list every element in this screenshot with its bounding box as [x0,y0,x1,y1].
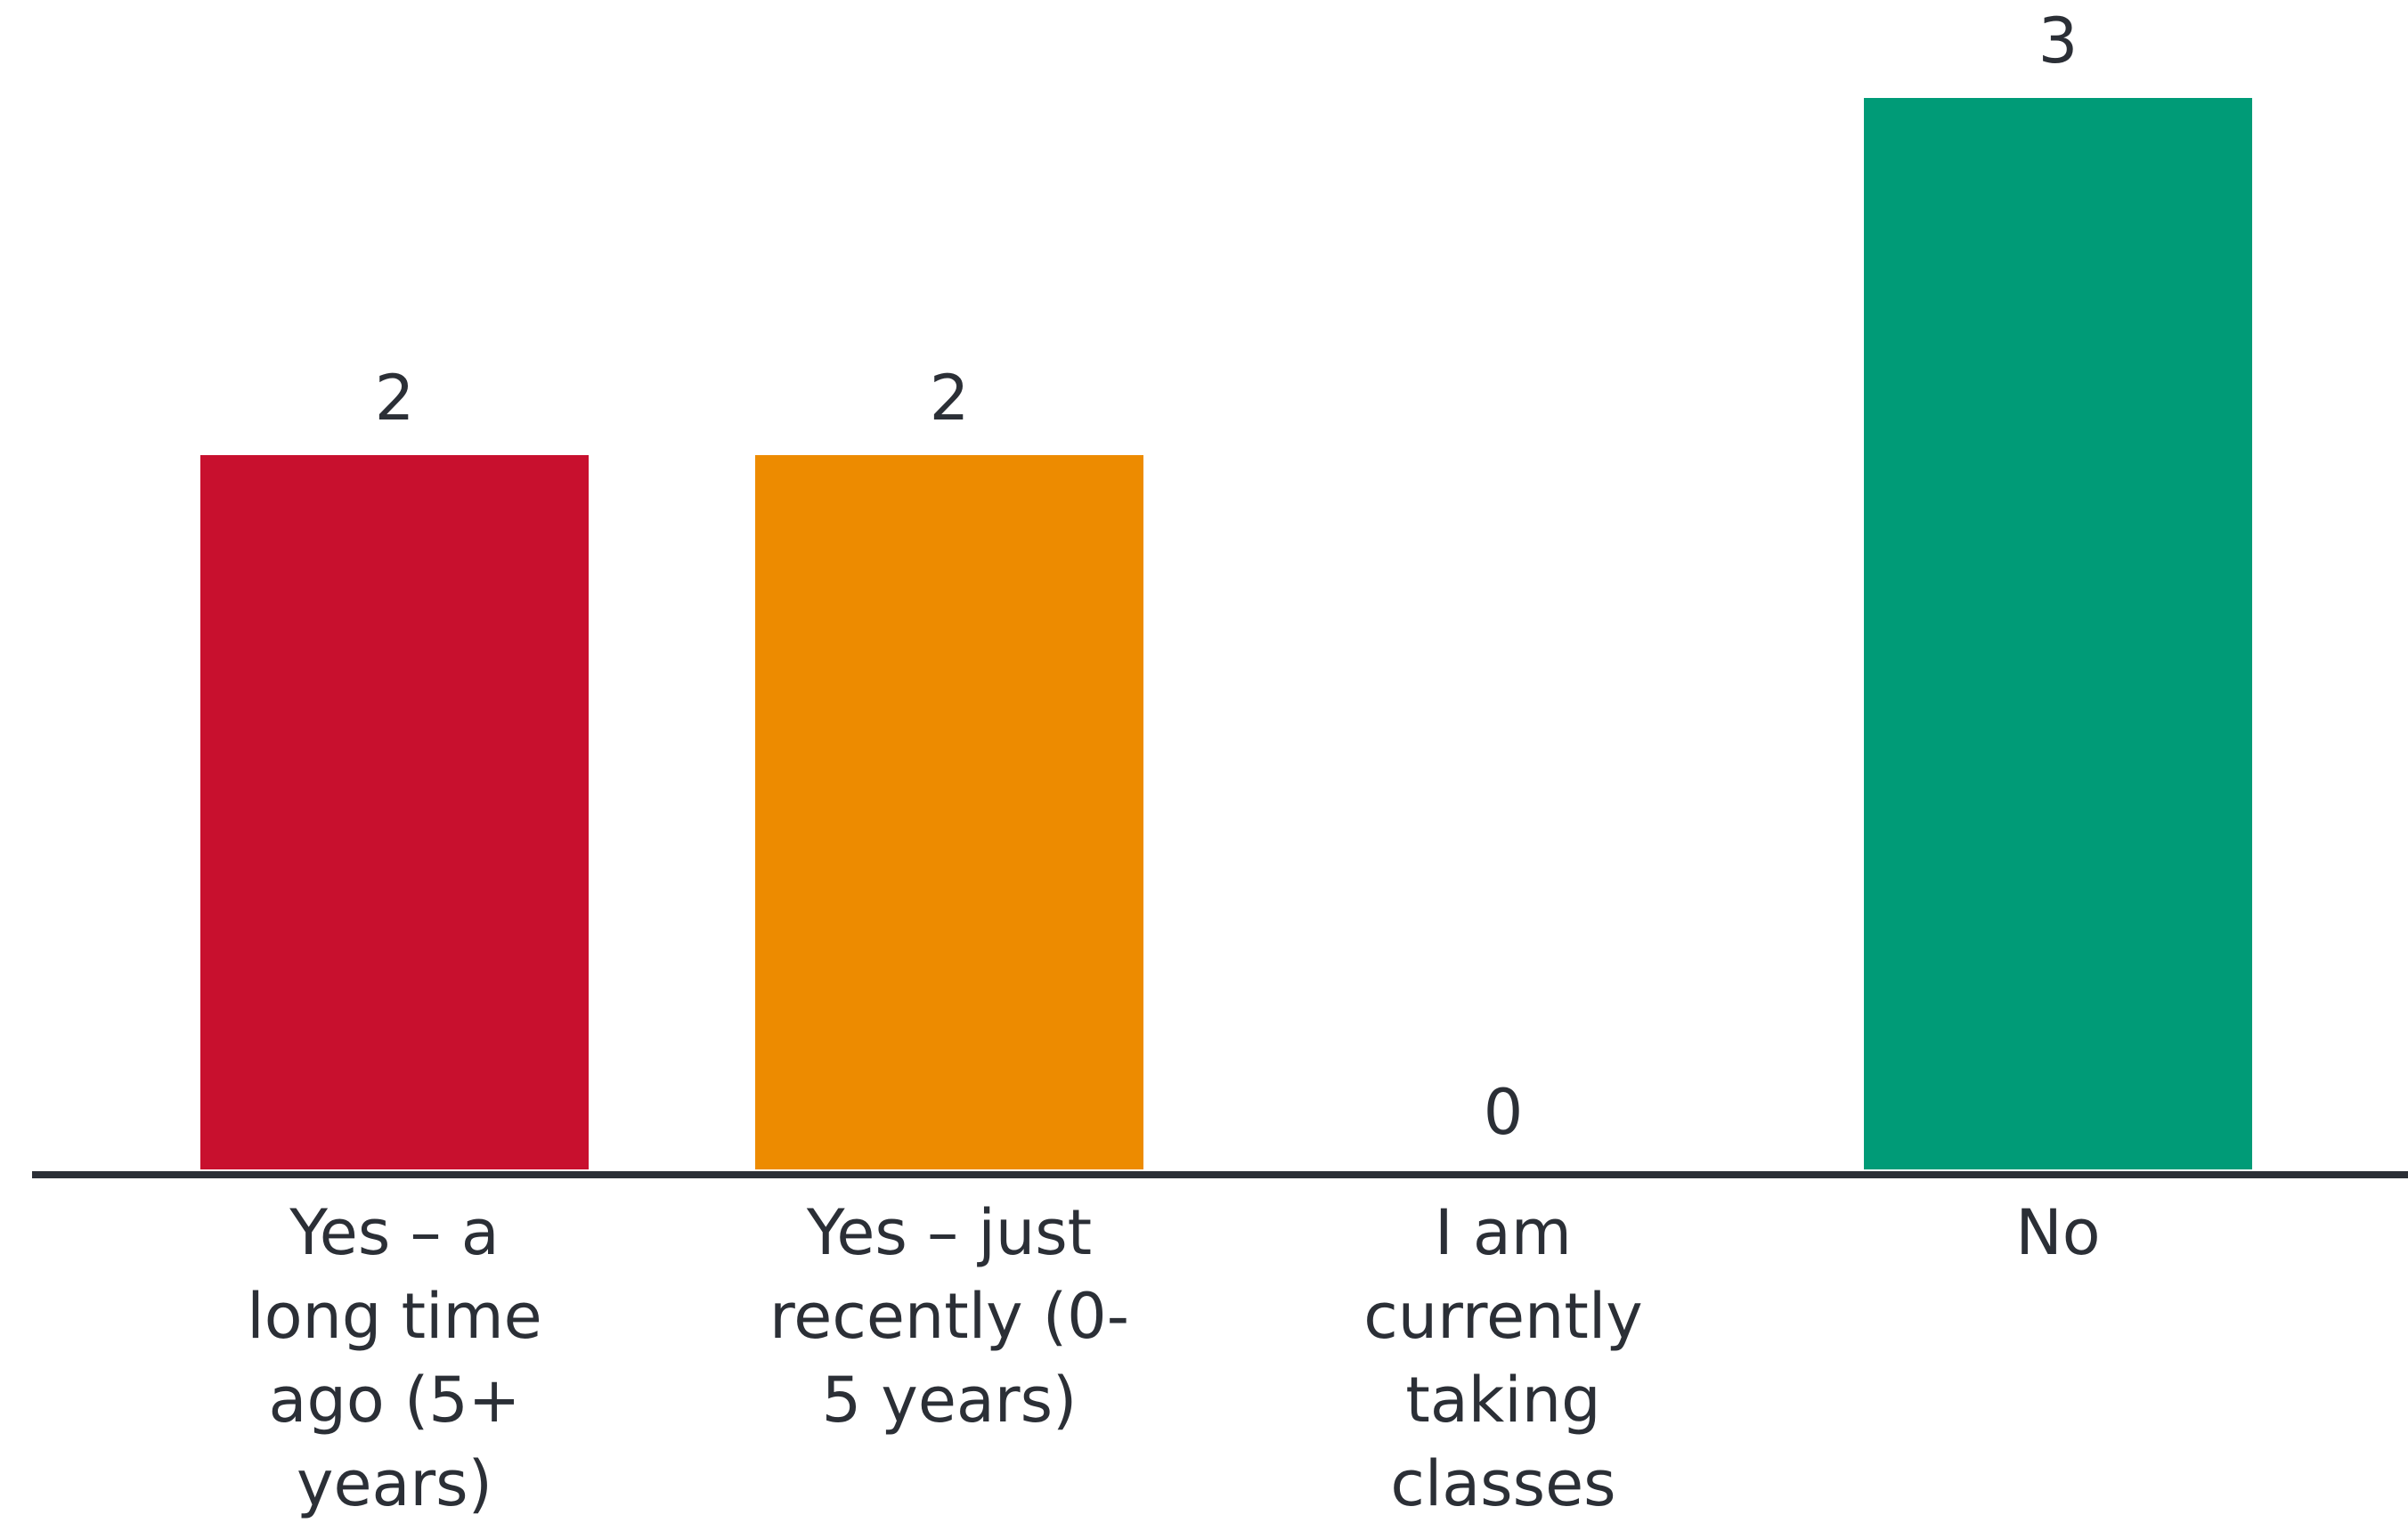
category-label-line: I am [1435,1196,1572,1269]
category-label-line: Yes – just [806,1196,1092,1269]
category-label-line: years) [297,1447,492,1520]
category-label-line: taking [1405,1364,1600,1437]
value-labels-group: 2 2 0 3 [375,4,2079,1149]
category-label-2: I am currently taking classes [1363,1196,1642,1520]
category-labels-group: Yes – a long time ago (5+ years) Yes – just r… [247,1196,2100,1520]
category-label-line: No [2015,1196,2100,1269]
category-label-0: Yes – a long time ago (5+ years) [247,1196,541,1520]
category-label-line: ago (5+ [269,1364,521,1437]
category-label-line: classes [1390,1447,1615,1520]
bar-1 [755,455,1143,1169]
category-label-line: currently [1363,1280,1642,1353]
category-label-1: Yes – just recently (0- 5 years) [769,1196,1129,1437]
category-label-3: No [2015,1196,2100,1269]
value-label-0: 2 [375,362,415,435]
bar-0 [200,455,589,1169]
value-label-1: 2 [930,362,970,435]
category-label-line: 5 years) [822,1364,1078,1437]
category-label-line: long time [247,1280,541,1353]
bars-group [200,98,2252,1169]
category-label-line: recently (0- [769,1280,1129,1353]
value-label-3: 3 [2038,4,2079,77]
value-label-2: 0 [1484,1076,1524,1149]
bar-3 [1864,98,2252,1169]
category-label-line: Yes – a [289,1196,499,1269]
